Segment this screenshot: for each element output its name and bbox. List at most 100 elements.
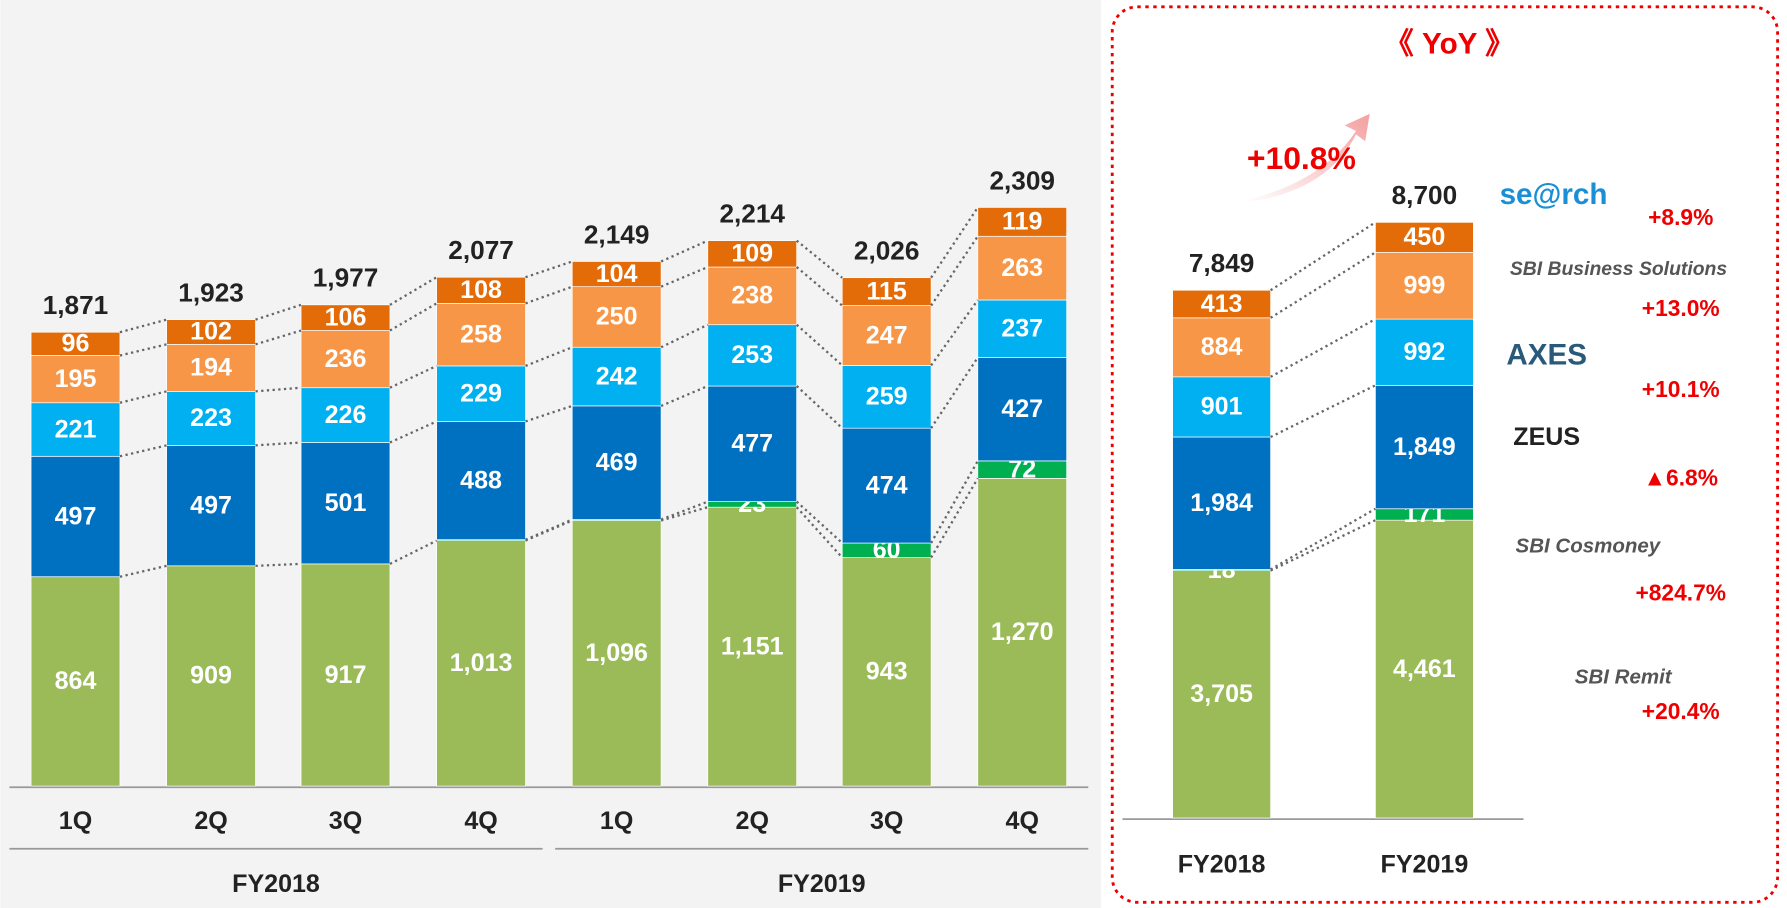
bar-segment (1172, 570, 1271, 819)
value-label: 3,705 (1190, 680, 1253, 708)
connector (119, 318, 167, 334)
value-label: 469 (596, 448, 638, 476)
value-label: 1,270 (991, 618, 1054, 646)
bar-segment (571, 286, 662, 348)
total-label: 1,923 (178, 277, 244, 307)
connector (525, 404, 573, 423)
bar-segment (166, 344, 256, 392)
bar-segment (166, 565, 256, 787)
value-label: 226 (325, 401, 367, 429)
x-tick-label: 3Q (870, 807, 903, 835)
connector (930, 460, 979, 544)
value-label: 263 (1001, 254, 1043, 282)
value-label: 1,849 (1393, 433, 1456, 461)
bar-segment (300, 387, 391, 443)
bar-segment (1172, 317, 1271, 378)
value-label: 901 (1201, 393, 1243, 421)
bar-segment (707, 385, 798, 502)
x-tick-label: FY2018 (1178, 850, 1266, 878)
value-label: 413 (1201, 290, 1243, 318)
bar-segment (30, 576, 121, 787)
yoy-change: +13.0% (1642, 295, 1720, 321)
connector (525, 346, 573, 367)
left-background (0, 0, 1101, 908)
value-label: 223 (190, 404, 232, 432)
legend-entry: SBI Cosmoney (1516, 534, 1662, 557)
total-label: 2,149 (584, 219, 650, 249)
value-label: 242 (596, 362, 638, 390)
bar-segment (1375, 222, 1474, 253)
bar-segment (300, 304, 391, 331)
value-label: 247 (866, 321, 908, 349)
bar-segment (841, 277, 932, 306)
legend-entry: AXES (1506, 338, 1587, 371)
value-label: 195 (55, 365, 97, 393)
value-label: 427 (1001, 395, 1043, 423)
value-label: 999 (1404, 272, 1446, 300)
yoy-title: 《 YoY 》 (1384, 27, 1515, 60)
connector (119, 343, 167, 357)
connector (255, 386, 302, 393)
value-label: 109 (731, 240, 773, 268)
connector (525, 285, 573, 305)
value-label: 1,013 (450, 649, 513, 677)
value-label: 119 (1002, 208, 1042, 236)
total-label: 2,309 (989, 165, 1055, 195)
value-label: 943 (866, 658, 908, 686)
connector (119, 390, 167, 404)
x-tick-label: 2Q (736, 807, 769, 835)
value-label: 229 (460, 379, 502, 407)
group-label: FY2018 (232, 870, 320, 898)
connector (930, 299, 979, 367)
connector (525, 260, 573, 279)
connector (255, 303, 302, 321)
growth-arrow (1244, 113, 1370, 203)
connector (119, 444, 167, 458)
bar-segment (1375, 252, 1474, 320)
bar-segment (300, 442, 391, 565)
value-label: 194 (190, 354, 232, 382)
bar-segment (571, 346, 662, 407)
bar-segment (841, 557, 932, 787)
connector (1270, 519, 1376, 572)
bar-segment (166, 319, 256, 345)
legend-entry: se@rch (1500, 178, 1608, 211)
value-label: 884 (1201, 333, 1243, 361)
value-label: 106 (325, 303, 367, 331)
connector (1270, 384, 1376, 439)
total-label: 1,977 (313, 263, 379, 293)
bar-segment (977, 357, 1068, 462)
value-label: 253 (731, 341, 773, 369)
bar-segment (977, 207, 1068, 237)
value-label: 104 (596, 260, 638, 288)
bar-segment (300, 563, 391, 787)
value-label: 864 (55, 667, 97, 695)
bar-segment (707, 506, 798, 787)
bar-segment (571, 405, 662, 520)
value-label: 917 (325, 661, 367, 689)
x-tick-label: 4Q (1006, 807, 1039, 835)
value-label: 4,461 (1393, 655, 1456, 683)
bar-segment (1375, 318, 1474, 386)
bar-segment (841, 305, 932, 366)
connector (930, 206, 979, 279)
bar-segment (977, 299, 1068, 358)
yoy-change: +10.1% (1642, 376, 1720, 402)
x-tick-label: 4Q (464, 807, 497, 835)
value-label: 250 (596, 303, 638, 331)
connector (795, 323, 843, 367)
bar-segment (571, 520, 662, 787)
bar-segment (841, 427, 932, 544)
connector (1269, 221, 1377, 292)
value-label: 497 (190, 491, 232, 519)
connector (1269, 251, 1377, 319)
bar-segment (30, 455, 121, 578)
bar-segment (1172, 376, 1271, 438)
connector (795, 239, 843, 279)
bar-segment (707, 240, 798, 268)
bar-segment (1172, 289, 1271, 319)
yoy-change: ▲6.8% (1644, 465, 1718, 491)
value-label: 501 (325, 489, 367, 517)
